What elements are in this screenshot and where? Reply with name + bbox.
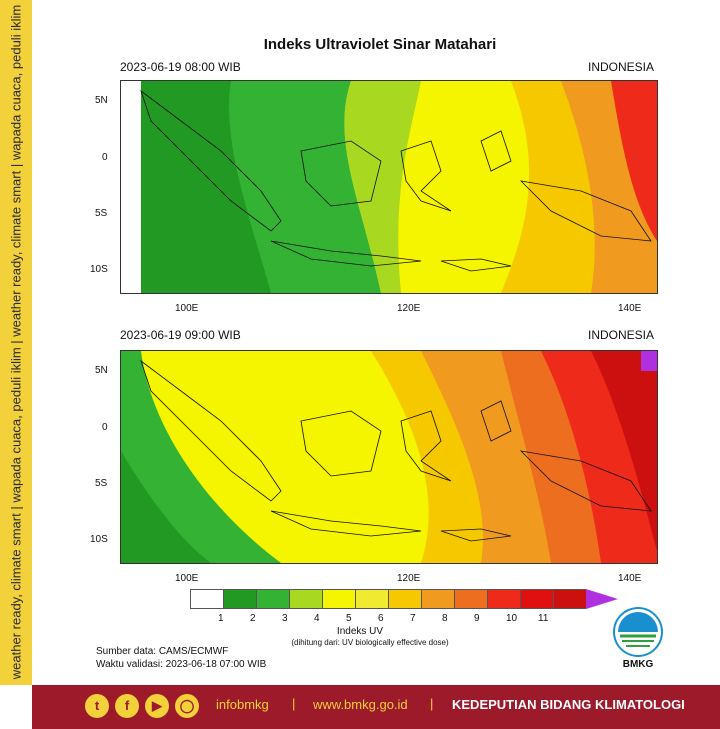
colorbar-cell [421, 589, 454, 609]
colorbar-cell [223, 589, 256, 609]
colorbar-tick-label: 11 [538, 613, 549, 624]
map1-lat-tick-0: 0 [102, 152, 108, 163]
youtube-icon[interactable]: ▶ [145, 694, 169, 718]
colorbar-tick-label: 7 [410, 613, 416, 624]
colorbar-tick-label: 10 [506, 613, 518, 624]
colorbar-tick-label: 8 [442, 613, 448, 624]
footer-separator: | [430, 696, 434, 711]
colorbar-cell [388, 589, 421, 609]
side-tagline: weather ready, climate smart | wapada cu… [8, 4, 24, 680]
footer-separator: | [292, 696, 296, 711]
map2-lat-tick-10s: 10S [90, 534, 108, 545]
map1-region-label: INDONESIA [588, 60, 655, 74]
map2-lon-tick-100e: 100E [175, 573, 199, 584]
map2-lat-tick-5n: 5N [95, 365, 108, 376]
map2-lon-tick-120e: 120E [397, 573, 421, 584]
colorbar-tick-label: 9 [474, 613, 480, 624]
map1-lat-tick-5n: 5N [95, 95, 108, 106]
colorbar-note: (dihitung dari: UV biologically effectiv… [291, 638, 449, 647]
colorbar-cell [487, 589, 520, 609]
twitter-icon[interactable]: t [85, 694, 109, 718]
map1-lon-tick-100e: 100E [175, 303, 199, 314]
colorbar-tick-label: 1 [218, 613, 224, 624]
colorbar-arrow [586, 589, 618, 609]
map2-lon-tick-140e: 140E [618, 573, 642, 584]
colorbar-tick-label: 4 [314, 613, 320, 624]
colorbar-cell [256, 589, 289, 609]
source-info: Sumber data: CAMS/ECMWF Waktu validasi: … [96, 645, 266, 671]
colorbar-tick-label: 6 [378, 613, 384, 624]
colorbar-cell [454, 589, 487, 609]
uv-colorbar [190, 589, 618, 609]
page-title: Indeks Ultraviolet Sinar Matahari [263, 36, 497, 53]
footer-department: KEDEPUTIAN BIDANG KLIMATOLOGI [452, 697, 685, 712]
colorbar-tick-label: 3 [282, 613, 288, 624]
validation-time-line: Waktu validasi: 2023-06-18 07:00 WIB [96, 659, 267, 670]
colorbar-cell [322, 589, 355, 609]
colorbar-cell [289, 589, 322, 609]
map1-lon-tick-120e: 120E [397, 303, 421, 314]
map2-time-label: 2023-06-19 09:00 WIB [120, 328, 241, 342]
map1-lon-tick-140e: 140E [618, 303, 642, 314]
instagram-icon[interactable]: ◯ [175, 694, 199, 718]
colorbar-cell [355, 589, 388, 609]
colorbar-tick-label: 5 [346, 613, 352, 624]
colorbar-tick-label: 2 [250, 613, 256, 624]
map2-lat-tick-5s: 5S [95, 478, 108, 489]
facebook-icon[interactable]: f [115, 694, 139, 718]
map1-lat-tick-5s: 5S [95, 208, 108, 219]
footer-handle[interactable]: infobmkg [216, 697, 269, 712]
colorbar-title: Indeks UV [336, 626, 384, 637]
colorbar-cell [520, 589, 553, 609]
map1-lat-tick-10s: 10S [90, 264, 108, 275]
source-line: Sumber data: CAMS/ECMWF [96, 646, 229, 657]
colorbar-cell [553, 589, 586, 609]
colorbar-cell [190, 589, 223, 609]
logo-text: BMKG [622, 659, 654, 670]
footer-website[interactable]: www.bmkg.go.id [313, 697, 408, 712]
map1-time-label: 2023-06-19 08:00 WIB [120, 60, 241, 74]
side-tagline-bar: weather ready, climate smart | wapada cu… [0, 0, 32, 685]
map2-lat-tick-0: 0 [102, 422, 108, 433]
map2-region-label: INDONESIA [588, 328, 655, 342]
bmkg-logo [612, 606, 664, 666]
uv-map-0800 [120, 80, 658, 294]
uv-map-0900 [120, 350, 658, 564]
